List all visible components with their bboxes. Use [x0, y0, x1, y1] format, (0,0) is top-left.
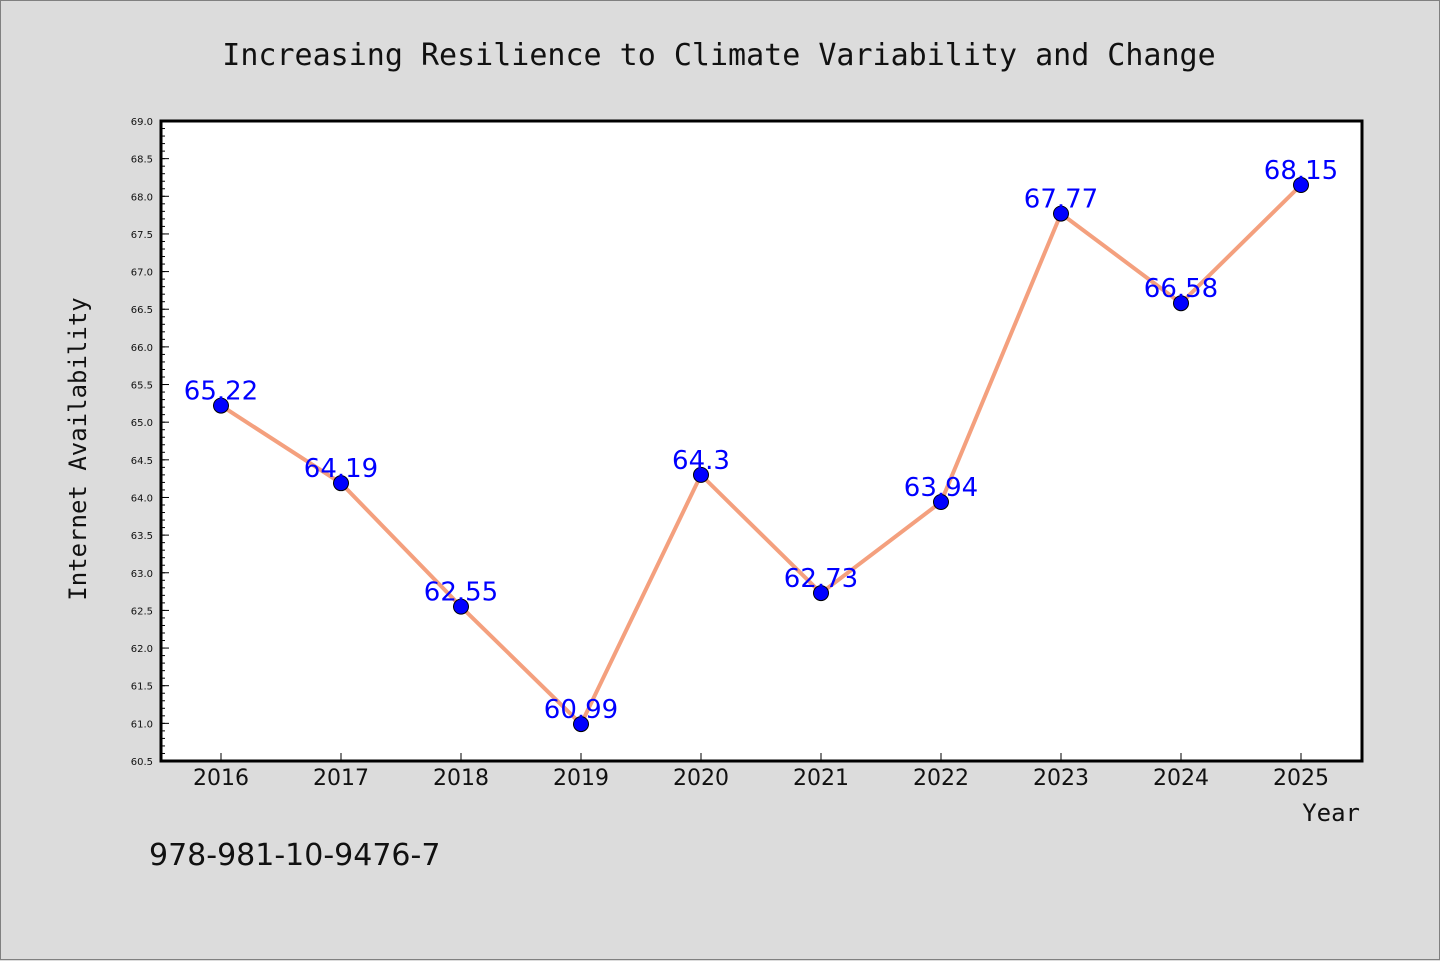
y-tick-label: 66.0 — [131, 343, 153, 354]
y-tick-label: 69.0 — [131, 117, 153, 128]
data-point — [453, 598, 469, 615]
data-label: 64.19 — [304, 454, 378, 484]
data-label: 68.15 — [1264, 156, 1338, 186]
data-label: 64.3 — [672, 446, 730, 476]
y-tick-label: 68.0 — [131, 192, 153, 203]
x-tick-label: 2017 — [313, 766, 369, 791]
y-tick-label: 64.5 — [131, 456, 153, 467]
data-label: 62.55 — [424, 578, 498, 608]
x-tick-label: 2018 — [433, 766, 489, 791]
data-point — [813, 585, 829, 602]
data-label: 62.73 — [784, 564, 858, 594]
data-point — [213, 397, 229, 414]
series-group: 65.22 64.19 62.55 60.99 64.3 62.73 63.94 67.77 6… — [184, 156, 1338, 733]
y-tick-label: 67.0 — [131, 268, 153, 279]
data-point — [573, 716, 589, 733]
y-tick-label: 61.5 — [131, 682, 153, 693]
data-point — [333, 475, 349, 492]
data-label: 67.77 — [1024, 185, 1098, 215]
x-tick-label: 2020 — [673, 766, 729, 791]
y-tick-label: 64.0 — [131, 493, 153, 504]
x-tick-label: 2021 — [793, 766, 849, 791]
y-axis: 60.5 61.0 61.5 62.0 62.5 63.0 63.5 64.0 64.5 65.0… — [131, 117, 169, 768]
x-axis: 2016 2017 2018 2019 2020 2021 2022 2023 2024 2025 — [193, 753, 1329, 791]
data-point — [1053, 205, 1069, 222]
data-label: 65.22 — [184, 377, 258, 407]
data-label: 63.94 — [904, 473, 978, 503]
x-tick-label: 2019 — [553, 766, 609, 791]
x-axis-label: Year — [1302, 799, 1360, 827]
y-tick-label: 63.0 — [131, 569, 153, 580]
x-tick-label: 2024 — [1153, 766, 1209, 791]
y-tick-label: 63.5 — [131, 531, 153, 542]
data-point — [1293, 177, 1309, 193]
x-tick-label: 2025 — [1273, 766, 1329, 791]
y-tick-label: 68.5 — [131, 155, 153, 166]
x-tick-label: 2022 — [913, 766, 969, 791]
data-label: 66.58 — [1144, 274, 1218, 304]
chart-title: Increasing Resilience to Climate Variabi… — [222, 38, 1215, 73]
y-tick-label: 67.5 — [131, 230, 153, 241]
y-tick-label: 62.0 — [131, 644, 153, 655]
y-tick-label: 65.5 — [131, 381, 153, 392]
footer-isbn: 978-981-10-9476-7 — [149, 838, 440, 873]
y-tick-label: 62.5 — [131, 606, 153, 617]
y-axis-label: Internet Availability — [64, 297, 92, 600]
series-line — [219, 183, 1303, 727]
data-point — [1173, 295, 1189, 312]
y-tick-label: 60.5 — [131, 757, 153, 768]
y-tick-label: 61.0 — [131, 719, 153, 730]
plot-area — [159, 119, 1364, 763]
x-tick-label: 2023 — [1033, 766, 1089, 791]
y-tick-label: 66.5 — [131, 305, 153, 316]
data-label: 60.99 — [544, 695, 618, 725]
x-tick-label: 2016 — [193, 766, 249, 791]
data-point — [693, 466, 709, 483]
data-point — [933, 493, 949, 510]
y-tick-label: 65.0 — [131, 418, 153, 429]
